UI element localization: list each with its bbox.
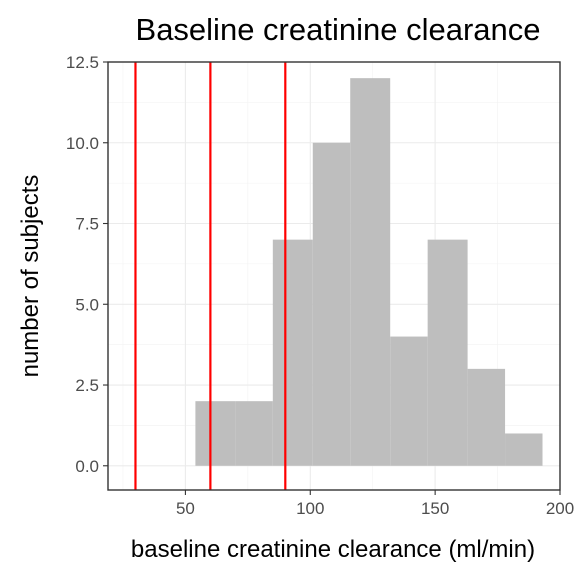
reference-lines: [134, 62, 287, 490]
y-axis-title: number of subjects: [17, 175, 44, 378]
histogram-bar: [195, 401, 236, 466]
histogram-bar: [235, 401, 273, 466]
histogram-bar: [390, 336, 428, 466]
y-tick-label: 10.0: [66, 134, 99, 153]
histogram-bar: [505, 433, 543, 466]
y-tick-label: 5.0: [75, 295, 99, 314]
x-axis-title: baseline creatinine clearance (ml/min): [131, 536, 535, 563]
histogram-bar: [427, 239, 468, 466]
y-tick-label: 0.0: [75, 457, 99, 476]
x-tick-label: 200: [546, 499, 574, 518]
histogram-bar: [312, 142, 351, 466]
histogram-bar: [467, 368, 506, 466]
histogram-bar: [350, 78, 391, 466]
histogram-bar: [272, 239, 313, 466]
axes: 50 100 150 200 0.0 2.5 5.0 7.5 10.0 12.5: [66, 53, 574, 518]
x-tick-label: 50: [176, 499, 195, 518]
histogram-bars: [195, 78, 543, 466]
y-tick-label: 12.5: [66, 53, 99, 72]
y-tick-label: 2.5: [75, 376, 99, 395]
panel-border: [107, 61, 561, 491]
y-tick-label: 7.5: [75, 215, 99, 234]
x-tick-label: 150: [421, 499, 449, 518]
chart-title: Baseline creatinine clearance: [136, 12, 541, 47]
x-tick-label: 100: [296, 499, 324, 518]
